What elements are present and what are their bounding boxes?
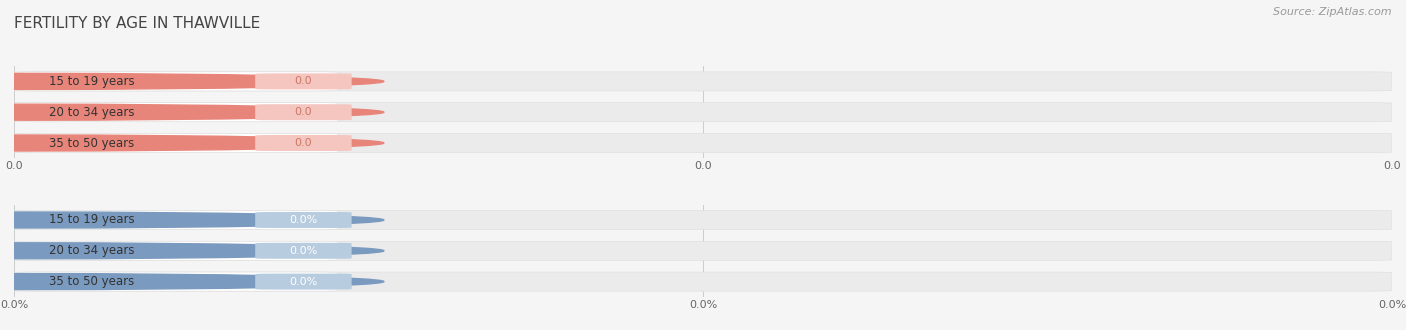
Text: 35 to 50 years: 35 to 50 years xyxy=(48,275,134,288)
Text: 15 to 19 years: 15 to 19 years xyxy=(48,75,134,88)
Text: 20 to 34 years: 20 to 34 years xyxy=(48,106,134,119)
Text: 0.0: 0.0 xyxy=(295,77,312,86)
Circle shape xyxy=(0,104,384,120)
FancyBboxPatch shape xyxy=(14,272,1392,291)
FancyBboxPatch shape xyxy=(14,72,337,91)
FancyBboxPatch shape xyxy=(14,103,337,122)
Text: 0.0%: 0.0% xyxy=(290,277,318,286)
FancyBboxPatch shape xyxy=(256,274,352,290)
Text: 15 to 19 years: 15 to 19 years xyxy=(48,214,134,226)
Text: 0.0%: 0.0% xyxy=(290,215,318,225)
Text: 0.0%: 0.0% xyxy=(290,246,318,256)
FancyBboxPatch shape xyxy=(256,243,352,259)
FancyBboxPatch shape xyxy=(14,241,1392,260)
Text: 0.0: 0.0 xyxy=(295,107,312,117)
FancyBboxPatch shape xyxy=(14,103,1392,122)
Text: 35 to 50 years: 35 to 50 years xyxy=(48,137,134,149)
Circle shape xyxy=(0,135,384,151)
FancyBboxPatch shape xyxy=(14,133,1392,152)
Circle shape xyxy=(0,243,384,259)
Circle shape xyxy=(0,212,384,228)
FancyBboxPatch shape xyxy=(256,104,352,120)
FancyBboxPatch shape xyxy=(14,241,337,260)
Text: 20 to 34 years: 20 to 34 years xyxy=(48,244,134,257)
FancyBboxPatch shape xyxy=(14,133,337,152)
FancyBboxPatch shape xyxy=(256,135,352,151)
FancyBboxPatch shape xyxy=(14,72,1392,91)
Text: 0.0: 0.0 xyxy=(295,138,312,148)
FancyBboxPatch shape xyxy=(14,211,337,230)
FancyBboxPatch shape xyxy=(14,211,1392,230)
FancyBboxPatch shape xyxy=(256,73,352,89)
Text: Source: ZipAtlas.com: Source: ZipAtlas.com xyxy=(1274,7,1392,16)
Circle shape xyxy=(0,274,384,290)
Text: FERTILITY BY AGE IN THAWVILLE: FERTILITY BY AGE IN THAWVILLE xyxy=(14,16,260,31)
Circle shape xyxy=(0,73,384,89)
FancyBboxPatch shape xyxy=(256,212,352,228)
FancyBboxPatch shape xyxy=(14,272,337,291)
